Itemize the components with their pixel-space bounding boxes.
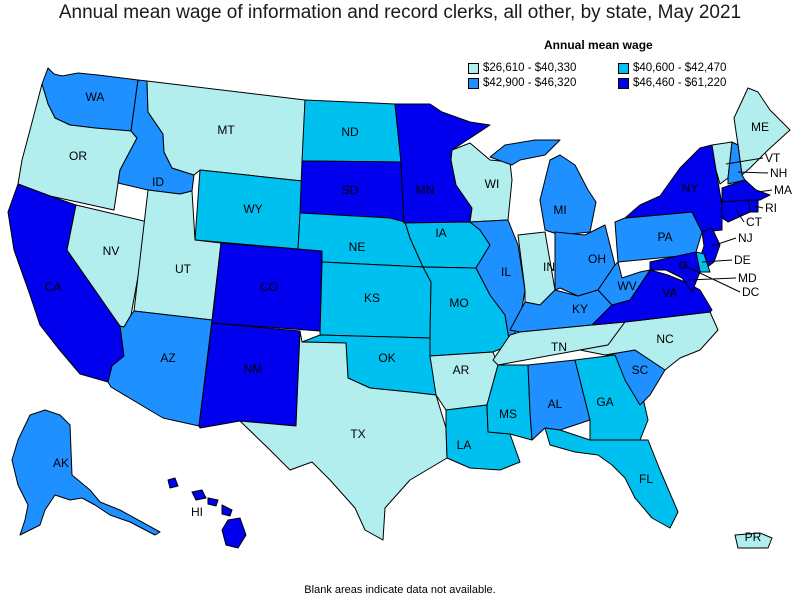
state-label-co: CO: [260, 280, 278, 294]
state-label-me: ME: [751, 120, 769, 134]
state-shapes: [7, 67, 791, 549]
state-mi: [489, 139, 597, 236]
leader-line-nh: [737, 171, 769, 174]
state-fl: [544, 427, 679, 529]
state-label-nc: NC: [656, 332, 674, 346]
legend-swatch: [618, 62, 629, 74]
state-label-vt: VT: [765, 151, 781, 165]
leader-line-vt: [725, 157, 764, 165]
state-label-nm: NM: [244, 362, 263, 376]
state-label-la: LA: [457, 438, 472, 452]
state-label-ne: NE: [349, 240, 366, 254]
state-label-ma: MA: [774, 183, 792, 197]
legend-label: $40,600 - $42,470: [633, 62, 727, 74]
state-label-or: OR: [69, 149, 87, 163]
state-ct: [721, 199, 751, 223]
leader-line-ma: [757, 189, 773, 193]
state-label-il: IL: [501, 265, 511, 279]
state-label-pr: PR: [745, 530, 762, 544]
state-ak: [11, 409, 161, 536]
leader-line-de: [701, 259, 733, 263]
state-label-mn: MN: [416, 183, 435, 197]
legend-label: $46,460 - $61,220: [633, 77, 727, 89]
state-label-va: VA: [662, 286, 677, 300]
state-az: [107, 310, 213, 427]
legend-swatch: [468, 77, 479, 89]
state-label-nv: NV: [103, 244, 120, 258]
state-label-wy: WY: [243, 202, 262, 216]
state-label-mo: MO: [449, 296, 468, 310]
state-label-oh: OH: [588, 252, 606, 266]
state-label-mt: MT: [217, 123, 235, 137]
state-label-pa: PA: [657, 230, 672, 244]
state-label-ri: RI: [765, 201, 777, 215]
legend-label: $26,610 - $40,330: [483, 62, 577, 74]
state-label-ms: MS: [499, 407, 517, 421]
state-label-tn: TN: [551, 340, 567, 354]
legend-title: Annual mean wage: [544, 38, 653, 52]
state-label-ar: AR: [453, 363, 470, 377]
state-md: [649, 251, 701, 293]
legend-item: $46,460 - $61,220: [618, 77, 728, 89]
state-label-ok: OK: [378, 351, 395, 365]
leader-line-ct: [735, 209, 745, 223]
state-label-ca: CA: [45, 280, 62, 294]
state-label-nd: ND: [341, 125, 359, 139]
state-label-al: AL: [548, 397, 563, 411]
legend-swatch: [618, 77, 629, 89]
state-label-sc: SC: [632, 363, 649, 377]
state-labels: WA OR CA NV ID MT WY UT AZ CO NM ND SD NE KS OK TX MN IA MO…: [45, 90, 792, 544]
footnote: Blank areas indicate data not available.: [304, 584, 496, 596]
state-vt: [711, 141, 733, 185]
state-label-de: DE: [734, 253, 751, 267]
state-label-ak: AK: [53, 456, 69, 470]
state-label-ks: KS: [364, 291, 380, 305]
state-label-ia: IA: [435, 226, 446, 240]
map-title: Annual mean wage of information and reco…: [58, 2, 742, 23]
state-label-hi: HI: [191, 505, 203, 519]
leader-line-nj: [711, 237, 737, 247]
state-label-ut: UT: [175, 262, 192, 276]
state-label-nj: NJ: [738, 231, 753, 245]
state-label-tx: TX: [350, 427, 365, 441]
state-label-id: ID: [152, 175, 164, 189]
state-wv: [597, 261, 651, 306]
state-label-wv: WV: [617, 279, 636, 293]
state-label-ky: KY: [572, 302, 588, 316]
legend-item: $42,900 - $46,320: [468, 77, 618, 89]
state-tx: [239, 330, 448, 541]
legend: Annual mean wage $26,610 - $40,330 $40,6…: [468, 38, 728, 89]
legend-swatch: [468, 62, 479, 74]
state-label-wa: WA: [86, 90, 105, 104]
state-label-ct: CT: [746, 215, 763, 229]
state-label-fl: FL: [639, 472, 653, 486]
state-hi: [167, 477, 247, 549]
state-label-dc: DC: [742, 285, 760, 299]
state-label-mi: MI: [553, 203, 566, 217]
leader-line-dc: [682, 264, 741, 293]
state-label-ny: NY: [682, 181, 699, 195]
state-pr: [734, 532, 773, 549]
state-il: [469, 219, 526, 346]
legend-item: $40,600 - $42,470: [618, 62, 728, 74]
leader-line-ri: [754, 205, 764, 209]
state-label-sd: SD: [342, 183, 359, 197]
state-label-wi: WI: [485, 177, 500, 191]
state-label-nh: NH: [770, 166, 787, 180]
state-label-ga: GA: [596, 395, 613, 409]
legend-label: $42,900 - $46,320: [483, 77, 577, 89]
state-label-az: AZ: [160, 351, 175, 365]
state-label-md: MD: [738, 271, 757, 285]
legend-item: $26,610 - $40,330: [468, 62, 618, 74]
state-label-in: IN: [543, 260, 555, 274]
